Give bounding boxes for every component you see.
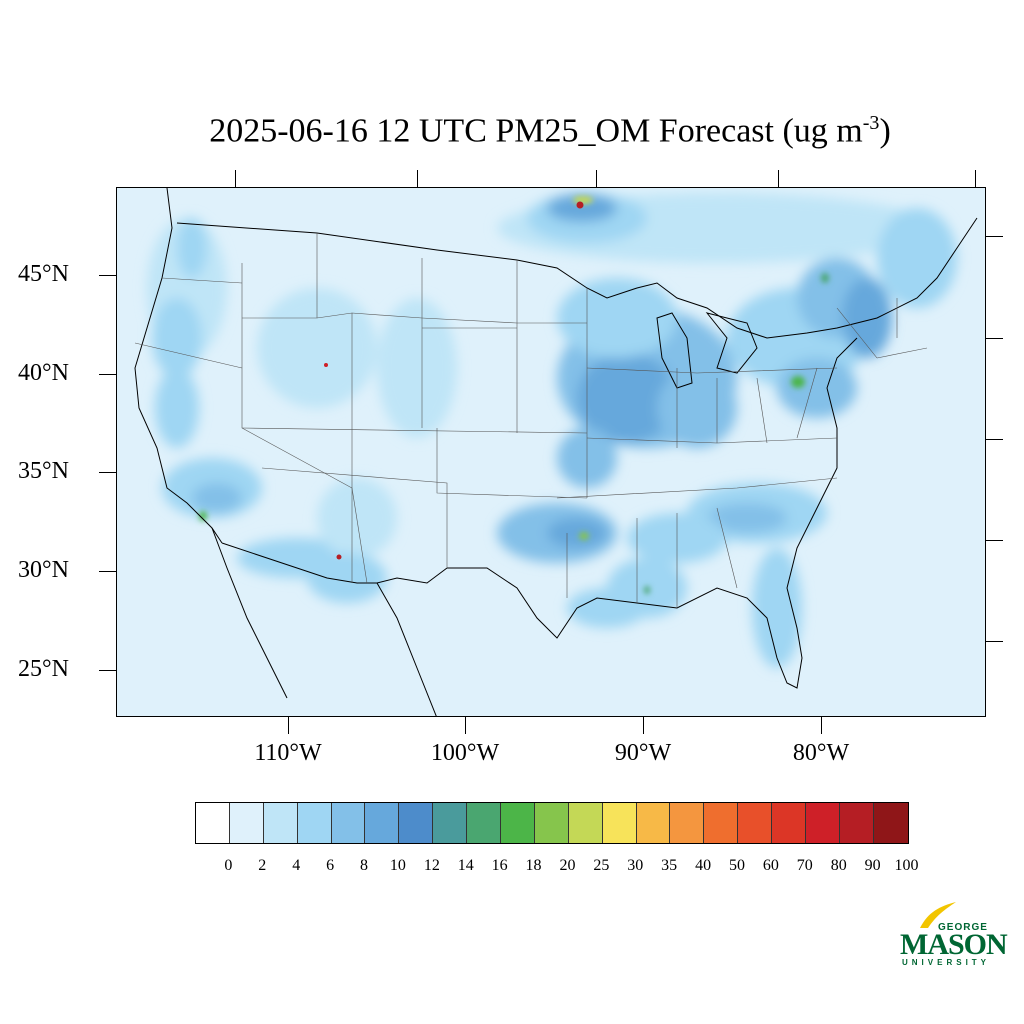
title-superscript: -3: [862, 112, 880, 134]
state-lines: [134, 233, 928, 608]
colorbar-label: 6: [326, 857, 335, 874]
colorbar-label: 12: [423, 857, 440, 874]
bottom-tick: [465, 717, 466, 734]
lat-label-40n: 40°N: [18, 360, 69, 386]
hotspot-new-mexico: [336, 554, 342, 560]
map-outlines: [134, 188, 978, 716]
right-tick: [986, 236, 1003, 237]
title-suffix: ): [879, 112, 891, 150]
logo-george: GEORGE: [938, 922, 988, 933]
colorbar-cell: [331, 803, 366, 843]
lat-label-45n: 45°N: [18, 261, 69, 287]
colorbar-label: 0: [224, 857, 233, 874]
colorbar-label: 50: [728, 857, 745, 874]
gmu-logo: GEORGE MASON UNIVERSITY: [898, 900, 1008, 970]
colorbar-cell: [365, 803, 400, 843]
colorbar-label: 30: [627, 857, 644, 874]
bottom-tick: [821, 717, 822, 734]
colorbar: [195, 802, 909, 844]
colorbar-cell: [670, 803, 705, 843]
fire-hotspots: [324, 201, 584, 560]
colorbar-label: 25: [593, 857, 610, 874]
left-tick: [99, 472, 116, 473]
colorbar-label: 100: [894, 857, 919, 874]
logo-university: UNIVERSITY: [902, 958, 991, 967]
colorbar-label: 35: [661, 857, 678, 874]
colorbar-cell: [806, 803, 840, 843]
colorbar-cell: [399, 803, 434, 843]
colorbar-cell: [297, 803, 332, 843]
colorbar-cell: [534, 803, 569, 843]
right-tick: [986, 540, 1003, 541]
bottom-tick: [288, 717, 289, 734]
map-svg: [134, 188, 978, 716]
top-tick: [975, 170, 976, 187]
concentration-field: [147, 193, 957, 668]
colorbar-cell: [704, 803, 739, 843]
colorbar-cell: [602, 803, 637, 843]
colorbar-cell: [433, 803, 468, 843]
lon-label-110w: 110°W: [254, 740, 322, 766]
lon-label-80w: 80°W: [792, 740, 850, 766]
colorbar-cell: [501, 803, 535, 843]
colorbar-cell: [738, 803, 773, 843]
colorbar-cell: [263, 803, 298, 843]
top-tick: [778, 170, 779, 187]
colorbar-cell: [772, 803, 807, 843]
lat-label-25n: 25°N: [18, 656, 69, 682]
concentration-peaks: [199, 196, 829, 594]
colorbar-label: 90: [864, 857, 881, 874]
colorbar-label: 18: [525, 857, 542, 874]
map-panel: [116, 187, 986, 717]
right-tick: [986, 338, 1003, 339]
logo-swoosh-icon: [920, 902, 956, 928]
left-tick: [99, 571, 116, 572]
left-tick: [99, 374, 116, 375]
chart-title: 2025-06-16 12 UTC PM25_OM Forecast (ug m…: [0, 112, 1024, 150]
colorbar-label: 16: [491, 857, 508, 874]
colorbar-cell: [467, 803, 502, 843]
right-tick: [986, 439, 1003, 440]
colorbar-label: 20: [559, 857, 576, 874]
colorbar-label: 70: [796, 857, 813, 874]
logo-mason: MASON: [900, 928, 1008, 961]
colorbar-cell: [196, 803, 230, 843]
colorbar-label: 8: [360, 857, 369, 874]
top-tick: [417, 170, 418, 187]
colorbar-cell: [873, 803, 908, 843]
left-tick: [99, 670, 116, 671]
colorbar-cell: [229, 803, 264, 843]
colorbar-label: 80: [830, 857, 847, 874]
top-tick: [596, 170, 597, 187]
colorbar-cell: [568, 803, 603, 843]
colorbar-cell: [839, 803, 874, 843]
title-main: 2025-06-16 12 UTC PM25_OM Forecast (ug m: [209, 112, 863, 150]
top-tick: [235, 170, 236, 187]
lon-label-90w: 90°W: [614, 740, 672, 766]
hotspot-minnesota: [576, 201, 584, 209]
colorbar-label: 10: [389, 857, 406, 874]
left-tick: [99, 275, 116, 276]
right-tick: [986, 641, 1003, 642]
lat-label-30n: 30°N: [18, 557, 69, 583]
hotspot-idaho: [324, 363, 328, 367]
lat-label-35n: 35°N: [18, 458, 69, 484]
colorbar-label: 40: [695, 857, 712, 874]
lon-label-100w: 100°W: [430, 740, 500, 766]
colorbar-label: 14: [457, 857, 474, 874]
colorbar-label: 60: [762, 857, 779, 874]
colorbar-label: 2: [258, 857, 267, 874]
colorbar-label: 4: [292, 857, 301, 874]
colorbar-cell: [636, 803, 671, 843]
bottom-tick: [643, 717, 644, 734]
